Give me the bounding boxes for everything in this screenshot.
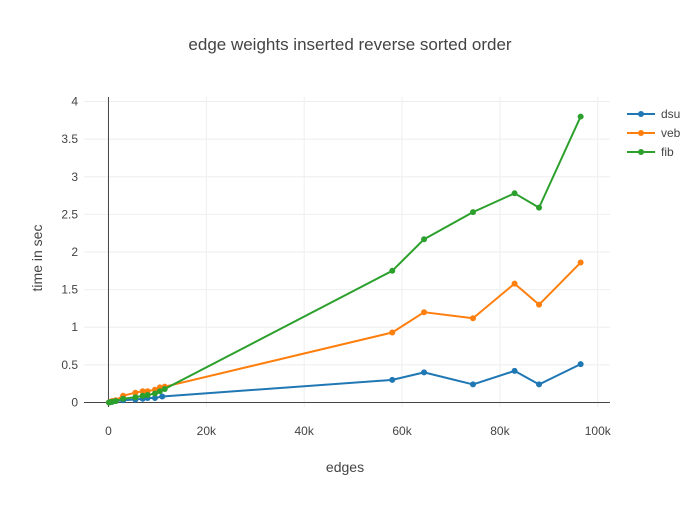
series-group — [105, 113, 584, 406]
x-tick-label: 100k — [585, 424, 612, 438]
data-point-dsu[interactable] — [151, 394, 158, 401]
legend[interactable]: dsu veb fib — [627, 107, 681, 159]
y-tick-label: 4 — [71, 95, 78, 109]
y-tick-label: 0.5 — [61, 358, 78, 372]
y-tick-label: 3 — [71, 170, 78, 184]
data-point-fib[interactable] — [536, 204, 543, 211]
tick-labels: 0 0.5 1 1.5 2 2.5 3 3.5 4 0 20k 40k 60k 80k 100k — [61, 95, 611, 438]
data-point-veb[interactable] — [389, 329, 396, 336]
legend-label-fib: fib — [661, 145, 674, 159]
legend-label-dsu: dsu — [661, 107, 680, 121]
y-tick-label: 1 — [71, 320, 78, 334]
y-axis-label: time in sec — [29, 225, 45, 292]
x-axis-label: edges — [326, 459, 364, 475]
series-fib[interactable] — [105, 113, 584, 406]
data-point-dsu[interactable] — [469, 381, 476, 388]
gridlines — [84, 97, 610, 407]
data-point-fib[interactable] — [151, 390, 158, 397]
legend-marker-dsu — [638, 111, 644, 117]
data-point-veb[interactable] — [421, 309, 428, 316]
y-tick-label: 1.5 — [61, 283, 78, 297]
data-point-fib[interactable] — [120, 395, 127, 402]
y-tick-label: 3.5 — [61, 132, 78, 146]
data-point-fib[interactable] — [112, 397, 119, 404]
data-point-dsu[interactable] — [159, 393, 166, 400]
y-tick-label: 2 — [71, 245, 78, 259]
legend-item-veb[interactable]: veb — [627, 126, 681, 140]
y-tick-label: 0 — [71, 395, 78, 409]
data-point-fib[interactable] — [389, 267, 396, 274]
x-tick-label: 40k — [295, 424, 315, 438]
legend-marker-veb — [638, 130, 644, 136]
data-point-veb[interactable] — [469, 315, 476, 322]
data-point-veb[interactable] — [511, 280, 518, 287]
legend-item-fib[interactable]: fib — [627, 145, 674, 159]
axes — [84, 97, 610, 407]
y-tick-label: 2.5 — [61, 207, 78, 221]
data-point-fib[interactable] — [511, 190, 518, 197]
data-point-dsu[interactable] — [511, 367, 518, 374]
data-point-fib[interactable] — [144, 391, 151, 398]
data-point-dsu[interactable] — [536, 381, 543, 388]
data-point-fib[interactable] — [132, 394, 139, 401]
data-point-fib[interactable] — [469, 209, 476, 216]
legend-marker-fib — [638, 149, 644, 155]
data-point-fib[interactable] — [577, 113, 584, 120]
data-point-veb[interactable] — [536, 301, 543, 308]
legend-label-veb: veb — [661, 126, 681, 140]
data-point-veb[interactable] — [577, 259, 584, 266]
x-tick-label: 0 — [105, 424, 112, 438]
x-tick-label: 20k — [197, 424, 217, 438]
data-point-fib[interactable] — [421, 236, 428, 243]
data-point-dsu[interactable] — [577, 361, 584, 368]
data-point-dsu[interactable] — [421, 369, 428, 376]
data-point-fib[interactable] — [161, 385, 168, 392]
data-point-veb[interactable] — [139, 388, 146, 395]
data-point-veb[interactable] — [132, 389, 139, 396]
x-tick-label: 60k — [392, 424, 412, 438]
chart-title: edge weights inserted reverse sorted ord… — [188, 35, 512, 54]
data-point-fib[interactable] — [139, 392, 146, 399]
legend-item-dsu[interactable]: dsu — [627, 107, 680, 121]
data-point-dsu[interactable] — [389, 376, 396, 383]
data-point-fib[interactable] — [156, 388, 163, 395]
x-tick-label: 80k — [490, 424, 510, 438]
